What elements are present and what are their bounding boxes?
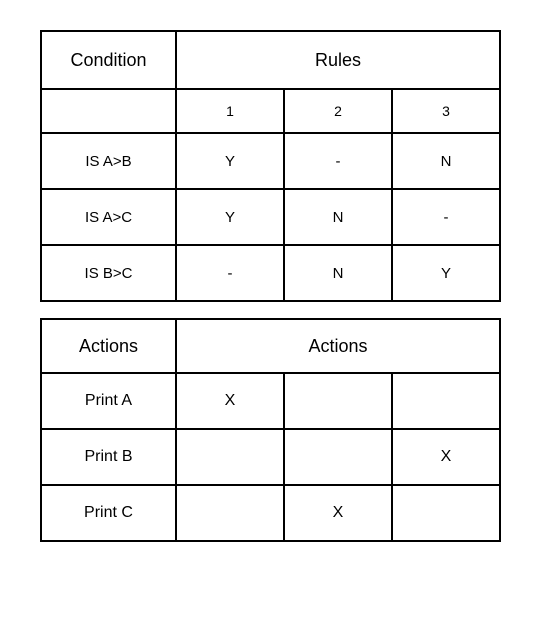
condition-label: IS B>C (41, 245, 176, 301)
condition-cell: N (284, 245, 392, 301)
condition-cell: Y (176, 189, 284, 245)
action-label: Print B (41, 429, 176, 485)
action-row: Print C X (41, 485, 500, 541)
condition-cell: Y (176, 133, 284, 189)
conditions-header-row: Condition Rules (41, 31, 500, 89)
conditions-table: Condition Rules 1 2 3 IS A>B Y - N IS A>… (40, 30, 501, 302)
conditions-header-left: Condition (41, 31, 176, 89)
action-label: Print C (41, 485, 176, 541)
condition-cell: Y (392, 245, 500, 301)
rule-numbers-blank (41, 89, 176, 133)
action-cell: X (284, 485, 392, 541)
condition-cell: N (284, 189, 392, 245)
action-cell (176, 429, 284, 485)
condition-row: IS A>B Y - N (41, 133, 500, 189)
condition-cell: - (392, 189, 500, 245)
action-label: Print A (41, 373, 176, 429)
action-cell: X (392, 429, 500, 485)
action-cell (392, 373, 500, 429)
action-row: Print B X (41, 429, 500, 485)
condition-cell: - (176, 245, 284, 301)
action-row: Print A X (41, 373, 500, 429)
action-cell (392, 485, 500, 541)
action-cell (284, 429, 392, 485)
condition-row: IS B>C - N Y (41, 245, 500, 301)
rule-number-2: 2 (284, 89, 392, 133)
action-cell (284, 373, 392, 429)
decision-table-wrapper: Condition Rules 1 2 3 IS A>B Y - N IS A>… (40, 30, 500, 542)
action-cell (176, 485, 284, 541)
condition-cell: - (284, 133, 392, 189)
condition-label: IS A>B (41, 133, 176, 189)
condition-cell: N (392, 133, 500, 189)
condition-label: IS A>C (41, 189, 176, 245)
actions-header-left: Actions (41, 319, 176, 373)
conditions-header-right: Rules (176, 31, 500, 89)
rule-number-1: 1 (176, 89, 284, 133)
actions-header-right: Actions (176, 319, 500, 373)
condition-row: IS A>C Y N - (41, 189, 500, 245)
rule-number-3: 3 (392, 89, 500, 133)
actions-table: Actions Actions Print A X Print B X Prin… (40, 318, 501, 542)
actions-header-row: Actions Actions (41, 319, 500, 373)
rule-numbers-row: 1 2 3 (41, 89, 500, 133)
action-cell: X (176, 373, 284, 429)
